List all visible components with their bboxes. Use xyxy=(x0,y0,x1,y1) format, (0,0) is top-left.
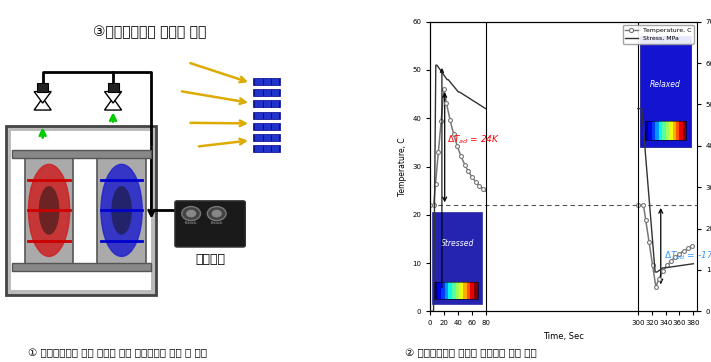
Circle shape xyxy=(212,210,222,218)
Bar xyxy=(253,101,280,108)
Polygon shape xyxy=(34,92,51,103)
Text: Stressed: Stressed xyxy=(441,239,474,248)
Bar xyxy=(669,121,673,140)
Bar xyxy=(97,156,146,265)
Bar xyxy=(253,134,280,141)
Bar xyxy=(640,36,691,147)
Bar xyxy=(444,282,449,299)
Y-axis label: Temperature, C: Temperature, C xyxy=(397,137,407,196)
Bar xyxy=(665,121,669,140)
Bar xyxy=(463,282,466,299)
Bar xyxy=(12,263,151,271)
Bar xyxy=(434,282,478,299)
Bar xyxy=(470,282,474,299)
Text: $\Delta T_{ad}$ = -17K: $\Delta T_{ad}$ = -17K xyxy=(664,249,711,262)
Bar xyxy=(253,111,280,119)
Bar xyxy=(656,121,658,140)
Bar xyxy=(253,123,280,130)
Text: $\Delta T_{ad}$ = 24K: $\Delta T_{ad}$ = 24K xyxy=(447,133,500,146)
Bar xyxy=(253,78,280,85)
Bar xyxy=(11,131,151,290)
Bar xyxy=(12,150,151,158)
Text: ① 형상기억합금 이용 실험실 규모 냉각시스템 설계 및 제작: ① 형상기억합금 이용 실험실 규모 냉각시스템 설계 및 제작 xyxy=(28,348,208,358)
Circle shape xyxy=(182,207,201,220)
Bar xyxy=(253,145,280,152)
Text: ③형상기억합금 전열면 설계: ③형상기억합금 전열면 설계 xyxy=(92,26,206,39)
Bar xyxy=(459,282,463,299)
Bar xyxy=(253,89,280,96)
Text: iStock: iStock xyxy=(185,221,198,225)
FancyBboxPatch shape xyxy=(175,201,245,247)
Bar xyxy=(449,282,452,299)
Text: ② 형상기억합금 소재의 열역학적 특성 분석: ② 형상기억합금 소재의 열역학적 특성 분석 xyxy=(405,348,537,358)
Bar xyxy=(474,282,478,299)
Text: Relaxed: Relaxed xyxy=(650,80,681,89)
Circle shape xyxy=(186,210,196,218)
Bar xyxy=(441,282,444,299)
Bar xyxy=(456,282,459,299)
Bar xyxy=(6,126,156,295)
Bar xyxy=(432,212,482,304)
Ellipse shape xyxy=(111,186,132,235)
Bar xyxy=(37,83,48,92)
Bar xyxy=(648,121,652,140)
Bar xyxy=(25,156,73,265)
Bar xyxy=(673,121,676,140)
Ellipse shape xyxy=(38,186,60,235)
Ellipse shape xyxy=(28,164,70,256)
Polygon shape xyxy=(34,98,51,110)
Polygon shape xyxy=(105,98,122,110)
Bar xyxy=(452,282,456,299)
Bar xyxy=(466,282,470,299)
Ellipse shape xyxy=(101,164,142,256)
Bar xyxy=(652,121,656,140)
Legend: Temperature, C, Stress, MPa: Temperature, C, Stress, MPa xyxy=(623,25,694,44)
Bar xyxy=(662,121,665,140)
Bar xyxy=(434,282,437,299)
Text: iStock: iStock xyxy=(210,221,223,225)
Polygon shape xyxy=(105,92,122,103)
Bar xyxy=(107,83,119,92)
Bar xyxy=(680,121,683,140)
Circle shape xyxy=(208,207,226,220)
Bar xyxy=(645,121,648,140)
Bar xyxy=(676,121,680,140)
X-axis label: Time, Sec: Time, Sec xyxy=(543,332,584,341)
Bar xyxy=(437,282,441,299)
Bar xyxy=(683,121,686,140)
Bar xyxy=(658,121,662,140)
Bar xyxy=(645,121,686,140)
Text: 유압펌프: 유압펌프 xyxy=(195,253,225,266)
